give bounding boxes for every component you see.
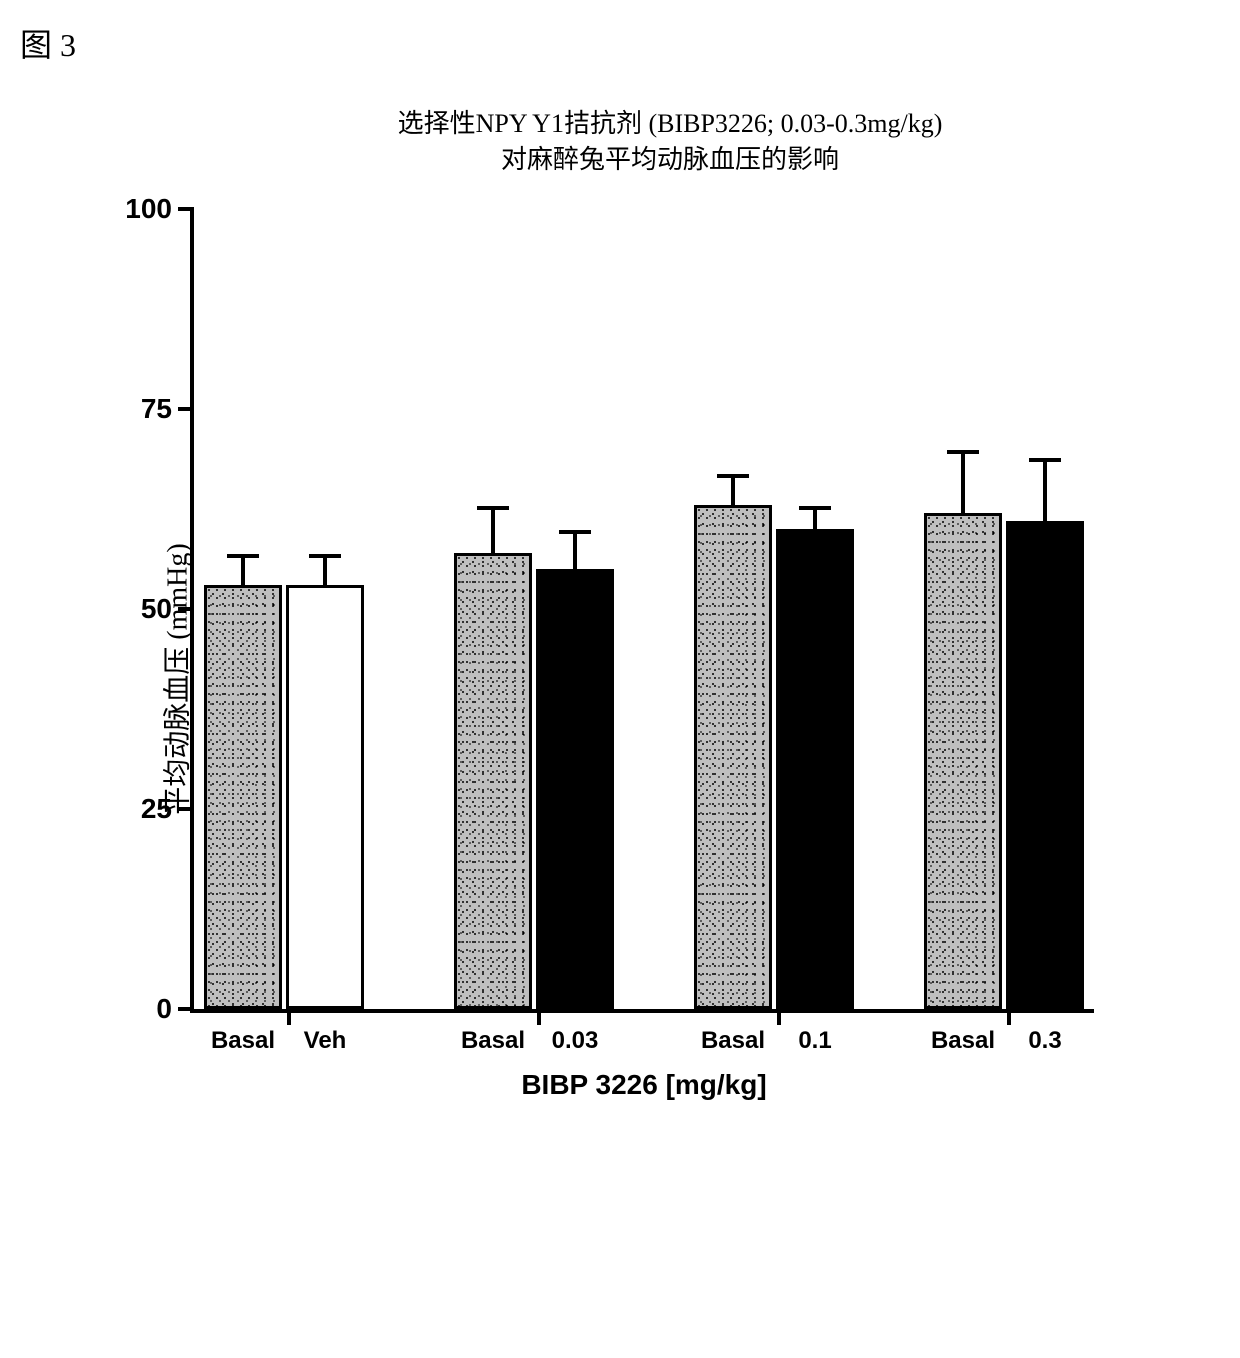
error-bar xyxy=(813,508,817,532)
error-cap xyxy=(227,554,259,558)
bar-basal xyxy=(204,585,282,1009)
y-tick-label: 75 xyxy=(141,393,194,425)
x-tick-label: Basal xyxy=(701,1009,765,1055)
y-tick-label: 0 xyxy=(156,993,194,1025)
x-tick-label: Basal xyxy=(461,1009,525,1055)
bar-basal xyxy=(454,553,532,1009)
error-bar xyxy=(241,556,245,588)
error-bar xyxy=(731,476,735,508)
error-bar xyxy=(573,532,577,572)
chart-title-line2: 对麻醉兔平均动脉血压的影响 xyxy=(501,145,839,174)
error-bar xyxy=(961,452,965,516)
x-tick xyxy=(287,1009,291,1025)
x-tick xyxy=(537,1009,541,1025)
y-tick-label: 25 xyxy=(141,793,194,825)
error-cap xyxy=(947,450,979,454)
bar-group xyxy=(454,553,614,1009)
bar-dose xyxy=(1006,521,1084,1009)
y-tick-label: 100 xyxy=(125,193,194,225)
x-tick-label: Basal xyxy=(931,1009,995,1055)
bar-group xyxy=(924,513,1084,1009)
bar-basal xyxy=(924,513,1002,1009)
error-bar xyxy=(323,556,327,588)
chart-wrap: 平均动脉血压 (mmHg) BIBP 3226 [mg/kg] 02550751… xyxy=(60,189,1160,1169)
x-tick-label: Basal xyxy=(211,1009,275,1055)
error-cap xyxy=(1029,458,1061,462)
bar-group xyxy=(204,585,364,1009)
bar-dose xyxy=(776,529,854,1009)
bar-basal xyxy=(694,505,772,1009)
bar-dose xyxy=(536,569,614,1009)
error-cap xyxy=(717,474,749,478)
chart-title: 选择性NPY Y1拮抗剂 (BIBP3226; 0.03-0.3mg/kg) 对… xyxy=(120,106,1220,179)
error-bar xyxy=(491,508,495,556)
error-bar xyxy=(1043,460,1047,524)
bar-veh xyxy=(286,585,364,1009)
figure-label: 图 3 xyxy=(20,20,1220,66)
x-tick xyxy=(1007,1009,1011,1025)
x-tick-label: 0.1 xyxy=(798,1009,831,1055)
plot-area: BIBP 3226 [mg/kg] 0255075100BasalVehBasa… xyxy=(190,209,1094,1013)
x-tick-label: Veh xyxy=(304,1009,347,1055)
error-cap xyxy=(477,506,509,510)
error-cap xyxy=(559,530,591,534)
error-cap xyxy=(799,506,831,510)
x-tick xyxy=(777,1009,781,1025)
bar-group xyxy=(694,505,854,1009)
chart-title-line1: 选择性NPY Y1拮抗剂 (BIBP3226; 0.03-0.3mg/kg) xyxy=(398,109,943,138)
x-tick-label: 0.03 xyxy=(552,1009,599,1055)
error-cap xyxy=(309,554,341,558)
y-tick-label: 50 xyxy=(141,593,194,625)
x-tick-label: 0.3 xyxy=(1028,1009,1061,1055)
